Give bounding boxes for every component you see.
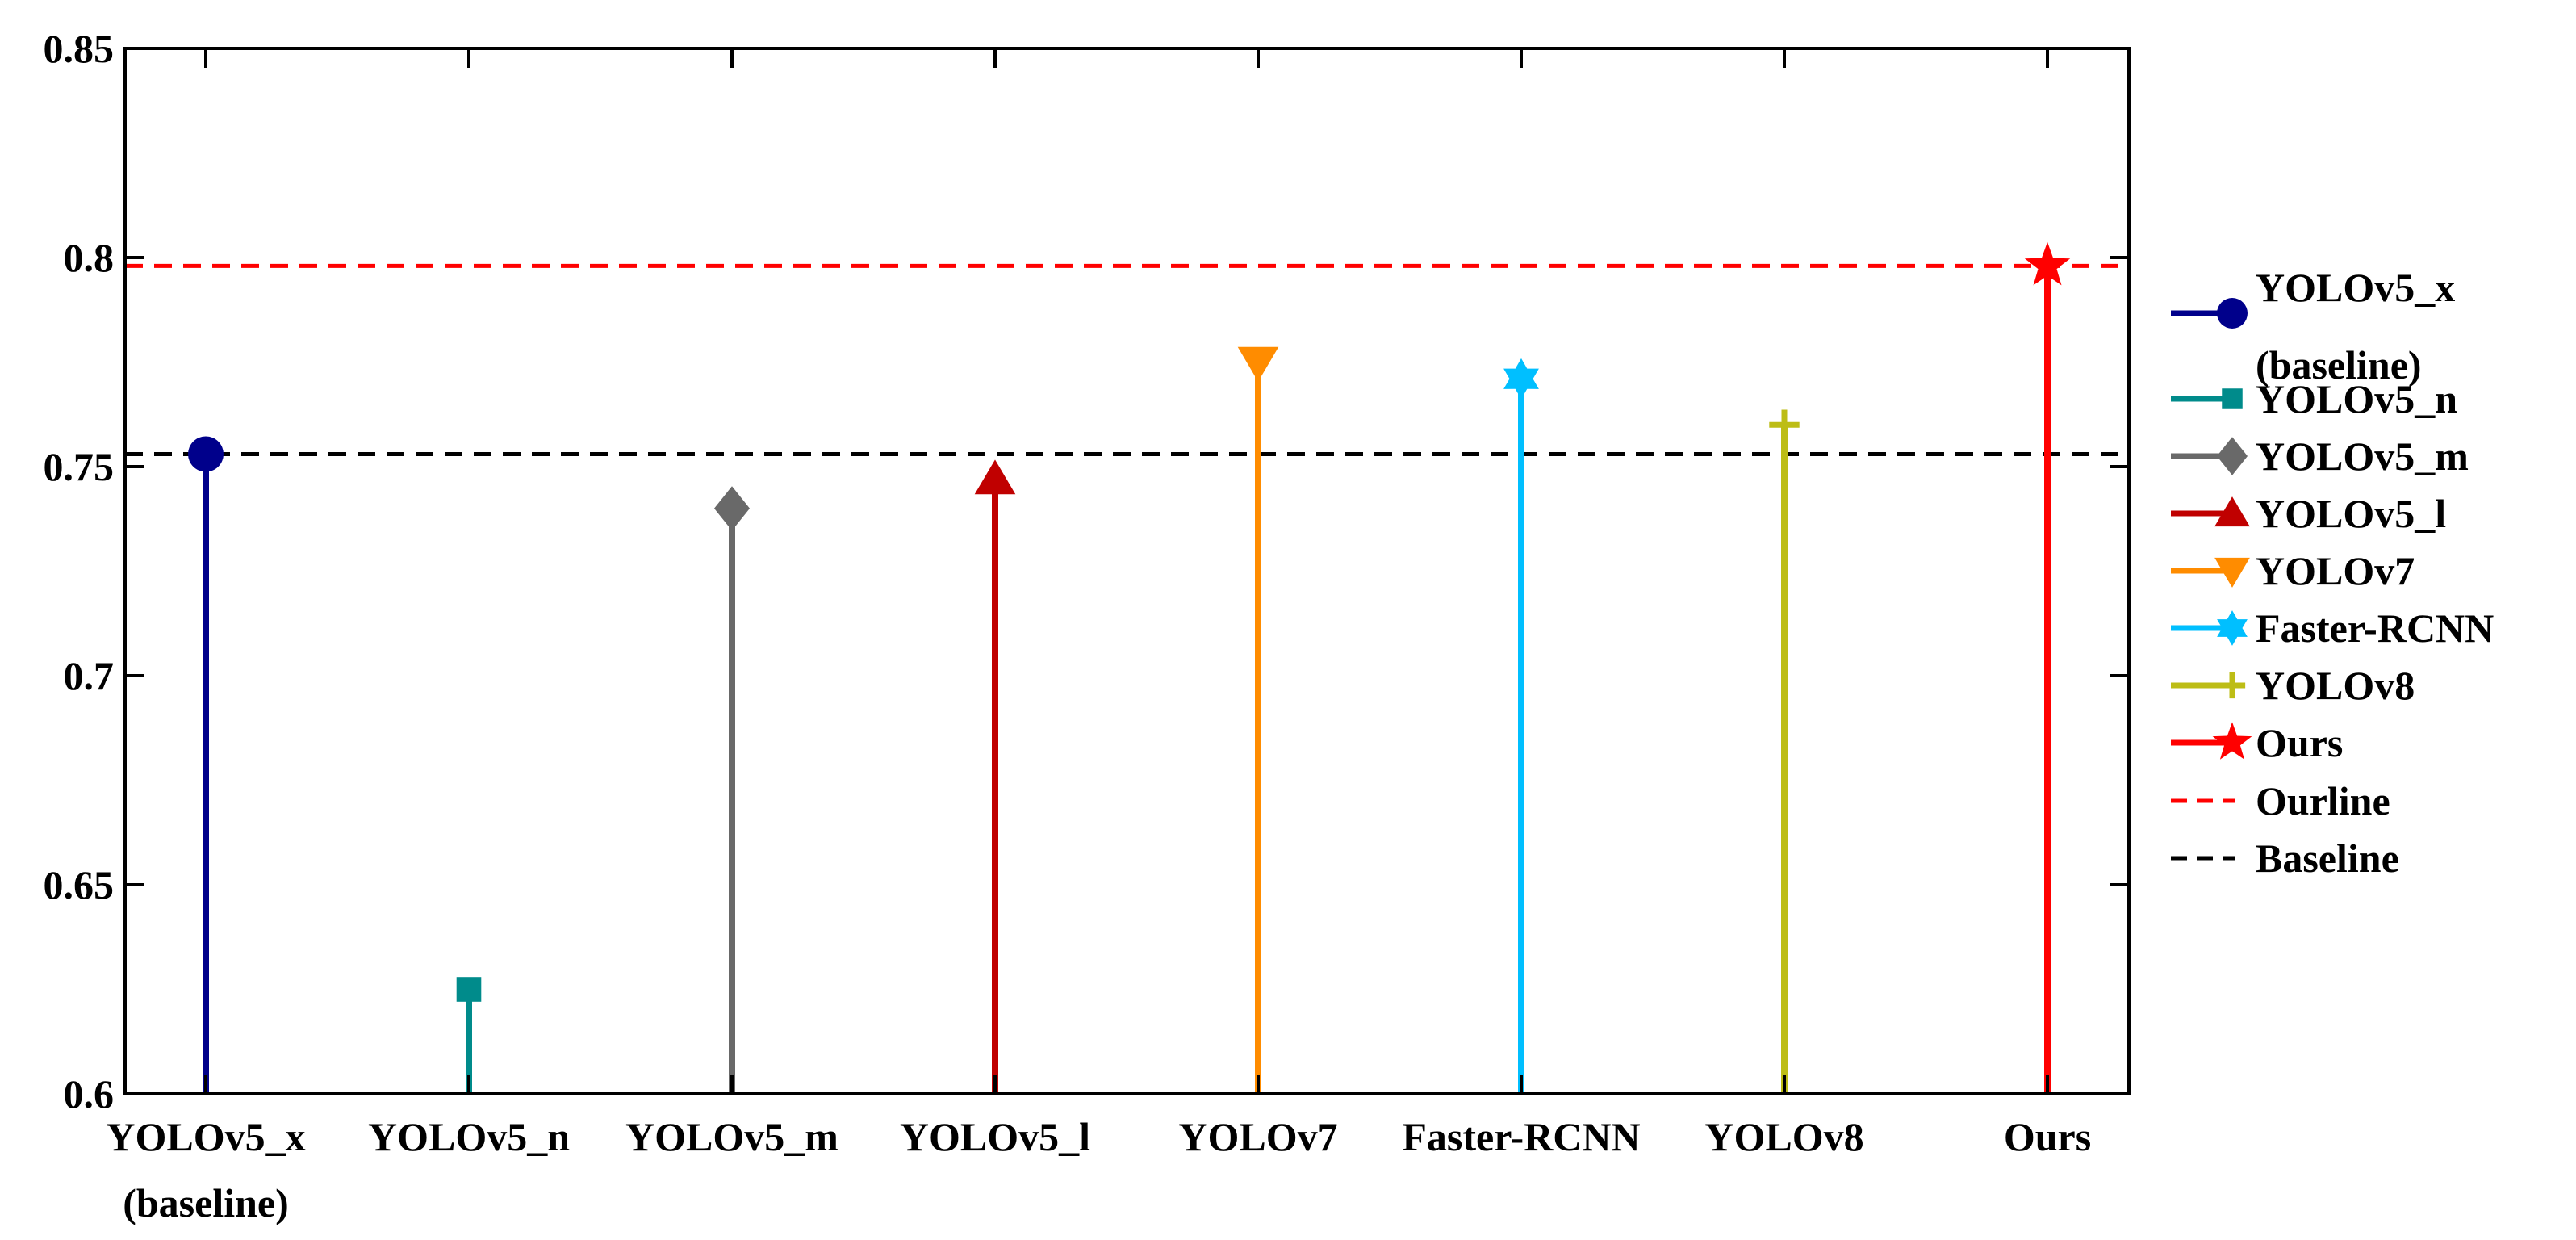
legend-marker-4: [2214, 496, 2250, 527]
legend-label-4: YOLOv5_l: [2256, 491, 2446, 536]
legend-label-7: YOLOv8: [2256, 663, 2415, 708]
legend-marker-1: [2217, 298, 2248, 329]
x-tick-label-3: YOLOv5_m: [625, 1114, 838, 1159]
legend-marker-5: [2214, 557, 2250, 588]
y-tick-labels: 0.6 0.65 0.7 0.75 0.8 0.85: [44, 26, 115, 1116]
stem-marker-1: [188, 436, 224, 472]
legend-label-8: Ours: [2256, 720, 2343, 765]
y-tick-label-1: 0.6: [64, 1071, 115, 1116]
axes: [123, 47, 2131, 1095]
y-tick-label-5: 0.8: [64, 235, 115, 280]
y-tick-label-2: 0.65: [44, 862, 115, 907]
stem-marker-2: [456, 977, 482, 1002]
stem-marker-4: [974, 459, 1016, 495]
stem-series: [188, 241, 2071, 1094]
stem-marker-5: [1237, 346, 1279, 382]
legend-marker-3: [2217, 437, 2248, 475]
legend-label-ourline: Ourline: [2256, 778, 2390, 823]
legend-marker-2: [2222, 388, 2243, 409]
legend-label-1-line-2: (baseline): [2256, 342, 2422, 388]
x-tick-label-5: YOLOv7: [1178, 1114, 1337, 1159]
x-tick-labels: YOLOv5_x (baseline) YOLOv5_n YOLOv5_m YOLOv5…: [106, 1114, 2091, 1225]
legend-label-6: Faster-RCNN: [2256, 605, 2494, 651]
stem-marker-6: [1503, 358, 1539, 400]
legend-label-5: YOLOv7: [2256, 548, 2415, 593]
x-tick-label-2: YOLOv5_n: [368, 1114, 570, 1159]
plot-frame: [123, 47, 2131, 1095]
legend-label-baseline: Baseline: [2256, 836, 2399, 881]
x-tick-label-7: YOLOv8: [1704, 1114, 1863, 1159]
stem-marker-8: [2024, 241, 2071, 286]
stem-marker-3: [714, 486, 750, 531]
legend-label-3: YOLOv5_m: [2256, 434, 2469, 479]
legend-marker-8: [2212, 722, 2252, 760]
y-tick-label-3: 0.7: [64, 653, 115, 698]
legend-marker-6: [2217, 610, 2248, 646]
legend: YOLOv5_x (baseline)YOLOv5_n YOLOv5_m YOLOv5…: [2171, 265, 2494, 881]
x-tick-label-8: Ours: [2004, 1114, 2091, 1159]
y-tick-label-6: 0.85: [44, 26, 115, 71]
reference-lines: [125, 263, 2129, 456]
x-tick-label-1-line-2: (baseline): [123, 1180, 289, 1225]
legend-marker-7: [2218, 672, 2246, 699]
stem-marker-7: [1769, 409, 1800, 440]
x-tick-label-6: Faster-RCNN: [1402, 1114, 1640, 1159]
x-tick-label-1: YOLOv5_x: [106, 1114, 305, 1159]
x-tick-label-4: YOLOv5_l: [900, 1114, 1090, 1159]
legend-label-1: YOLOv5_x: [2256, 265, 2455, 310]
y-tick-label-4: 0.75: [44, 444, 115, 489]
legend-label-2: YOLOv5_n: [2256, 376, 2457, 421]
